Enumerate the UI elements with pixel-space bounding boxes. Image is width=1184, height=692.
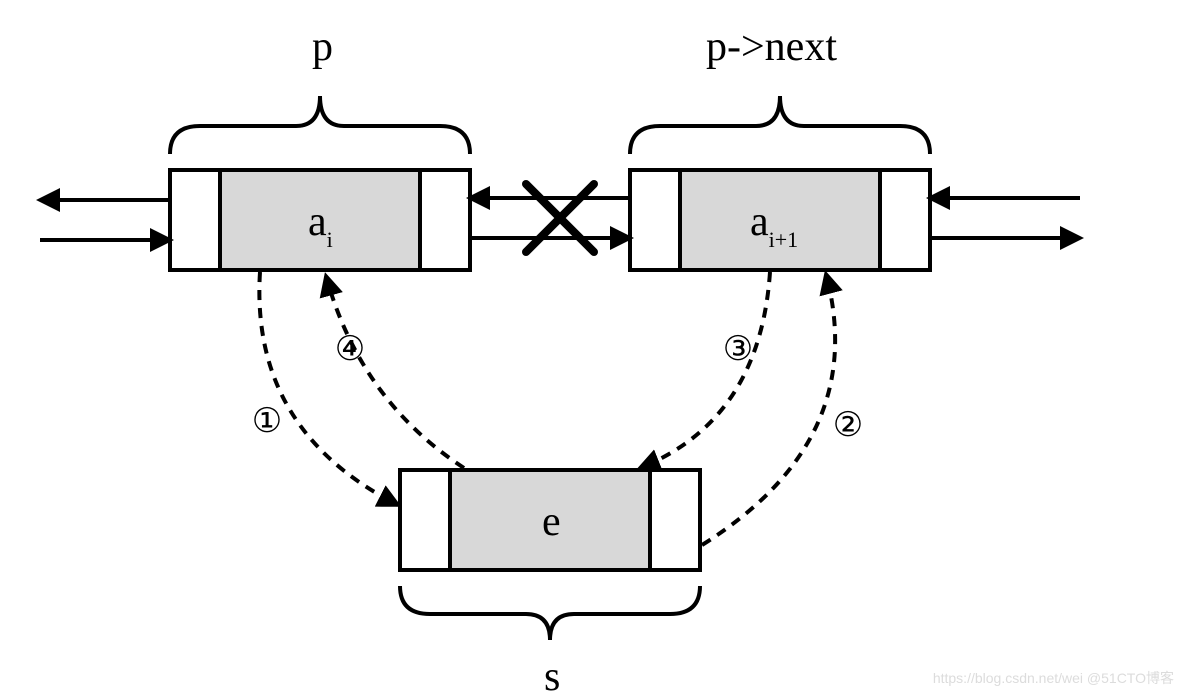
brace-p <box>170 96 470 154</box>
step-number-2: ② <box>833 407 863 444</box>
brace-s <box>400 586 700 640</box>
node-pnext-inner <box>680 170 880 270</box>
pointer-label-p: p <box>312 24 333 70</box>
node-s-label: e <box>542 499 561 545</box>
arrow-dashed-4 <box>326 276 464 468</box>
step-number-4: ④ <box>335 331 365 368</box>
pointer-label-s: s <box>544 654 560 692</box>
pointer-label-pnext: p->next <box>706 24 837 70</box>
step-number-3: ③ <box>723 331 753 368</box>
step-number-1: ① <box>252 403 282 440</box>
watermark: https://blog.csdn.net/wei @51CTO博客 <box>933 670 1174 686</box>
arrow-dashed-3 <box>640 272 770 468</box>
brace-pnext <box>630 96 930 154</box>
